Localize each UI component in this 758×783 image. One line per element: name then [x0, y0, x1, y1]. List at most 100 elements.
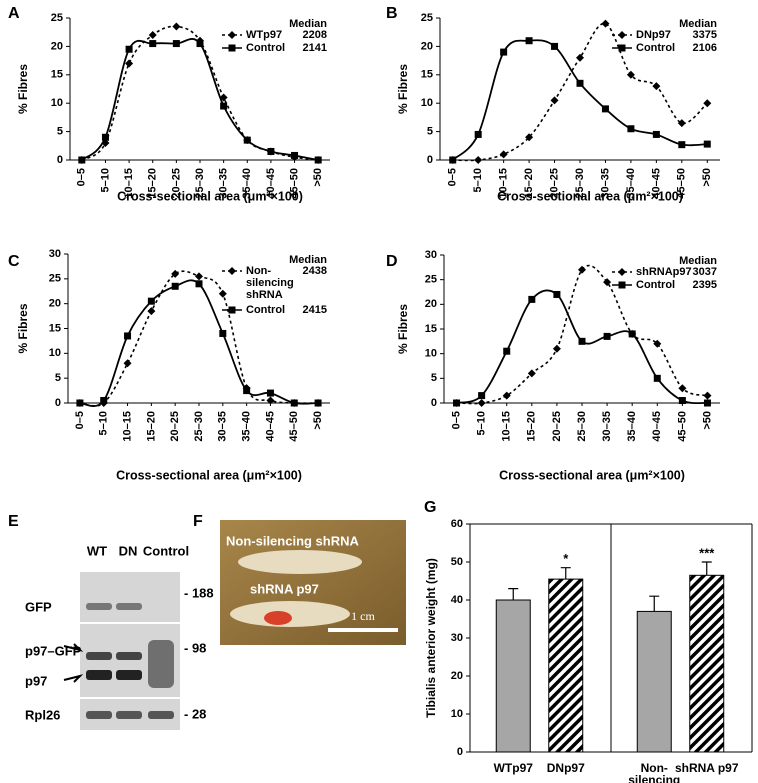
marker: [618, 44, 626, 52]
legend-label: WTp97: [246, 29, 283, 41]
marker: [171, 269, 180, 278]
marker: [528, 295, 536, 303]
marker: [578, 265, 586, 274]
x-tick-label: 15–20: [147, 168, 159, 199]
marker: [703, 140, 711, 148]
marker: [101, 133, 109, 141]
scale-bar: [328, 628, 398, 632]
x-tick-label: 25–30: [576, 411, 588, 442]
x-tick-label: DNp97: [546, 761, 585, 775]
row-label: GFP: [25, 599, 52, 614]
marker: [195, 280, 203, 288]
x-tick-label: 5–10: [98, 411, 110, 435]
x-tick-label: 20–25: [169, 411, 181, 442]
y-tick-label: 25: [49, 273, 61, 285]
y-tick-label: 5: [427, 126, 433, 138]
band: [116, 652, 142, 660]
band: [148, 711, 174, 719]
x-tick-label: 0–5: [74, 411, 86, 429]
marker: [474, 130, 482, 138]
legend-label: DNp97: [636, 29, 671, 41]
y-tick-label: 20: [425, 298, 437, 310]
marker: [503, 347, 511, 355]
y-tick-label: 15: [425, 323, 437, 335]
x-tick-label: 35–40: [241, 411, 253, 442]
y-tick-label: 30: [451, 632, 463, 644]
x-tick-label: 30–35: [601, 411, 613, 442]
y-tick-label: 0: [457, 746, 463, 758]
y-tick-label: 25: [421, 12, 433, 24]
muscle: [230, 601, 350, 627]
y-tick-label: 30: [425, 249, 437, 261]
x-tick-label: 5–10: [99, 168, 111, 192]
marker: [147, 307, 156, 316]
x-tick-label: 20–25: [170, 168, 182, 199]
x-tick-label: 45–50: [288, 168, 300, 199]
marker: [148, 31, 157, 40]
legend-median: 2141: [303, 42, 327, 54]
marker: [678, 141, 686, 149]
bar: [495, 599, 531, 753]
marker: [500, 48, 508, 56]
x-tick-label: >50: [701, 411, 713, 430]
x-tick-label: shRNA p97: [674, 761, 739, 775]
marker: [601, 105, 609, 113]
x-axis-title: Cross-sectional area (μm²×100): [497, 189, 683, 203]
legend-median: 2208: [303, 29, 327, 41]
x-tick-label: >50: [701, 168, 713, 187]
marker: [149, 40, 157, 48]
y-tick-label: 40: [451, 594, 463, 606]
x-tick-label: 10–15: [123, 168, 135, 199]
y-tick-label: 0: [427, 154, 433, 166]
panel-letter: D: [386, 253, 398, 270]
y-tick-label: 10: [451, 708, 463, 720]
marker: [125, 59, 134, 68]
marker: [266, 396, 275, 405]
y-axis-title: Tibialis anterior weight (mg): [424, 558, 438, 718]
x-tick-label: 0–5: [450, 411, 462, 429]
marker: [502, 391, 511, 400]
marker: [196, 40, 204, 48]
panel-letter: C: [8, 253, 20, 270]
marker: [677, 119, 686, 128]
marker: [525, 37, 533, 45]
y-axis-title: % Fibres: [16, 64, 30, 114]
marker: [627, 125, 635, 133]
marker: [478, 392, 486, 400]
row-label: p97: [25, 673, 47, 688]
marker: [618, 31, 626, 39]
marker: [499, 150, 508, 159]
panel-letter: E: [8, 513, 19, 530]
marker: [678, 397, 686, 405]
panel-letter: G: [424, 499, 436, 516]
legend-median: 2438: [303, 265, 327, 277]
error-bar: [649, 595, 660, 612]
x-tick-label: 40–45: [651, 411, 663, 442]
marker: [603, 332, 611, 340]
size-marker: - 188: [184, 585, 214, 600]
bar: [636, 610, 672, 753]
x-tick-label: 35–40: [626, 411, 638, 442]
y-tick-label: 15: [421, 69, 433, 81]
size-marker: - 98: [184, 640, 206, 655]
marker: [618, 281, 626, 289]
marker: [228, 31, 236, 39]
x-tick-label: 15–20: [145, 411, 157, 442]
y-axis-title: % Fibres: [396, 64, 410, 114]
legend-median: 2395: [693, 279, 717, 291]
x-tick-label: 0–5: [76, 168, 88, 186]
legend-title: Median: [679, 255, 717, 267]
muscle: [238, 550, 362, 574]
scale-label: 1 cm: [351, 609, 375, 623]
y-tick-label: 10: [49, 347, 61, 359]
y-tick-label: 25: [425, 274, 437, 286]
legend-title: Median: [289, 18, 327, 30]
band: [116, 711, 142, 719]
marker: [76, 399, 84, 407]
legend-title: Median: [289, 254, 327, 266]
y-tick-label: 20: [51, 40, 63, 52]
y-tick-label: 0: [431, 397, 437, 409]
marker: [100, 397, 108, 405]
y-tick-label: 20: [421, 40, 433, 52]
